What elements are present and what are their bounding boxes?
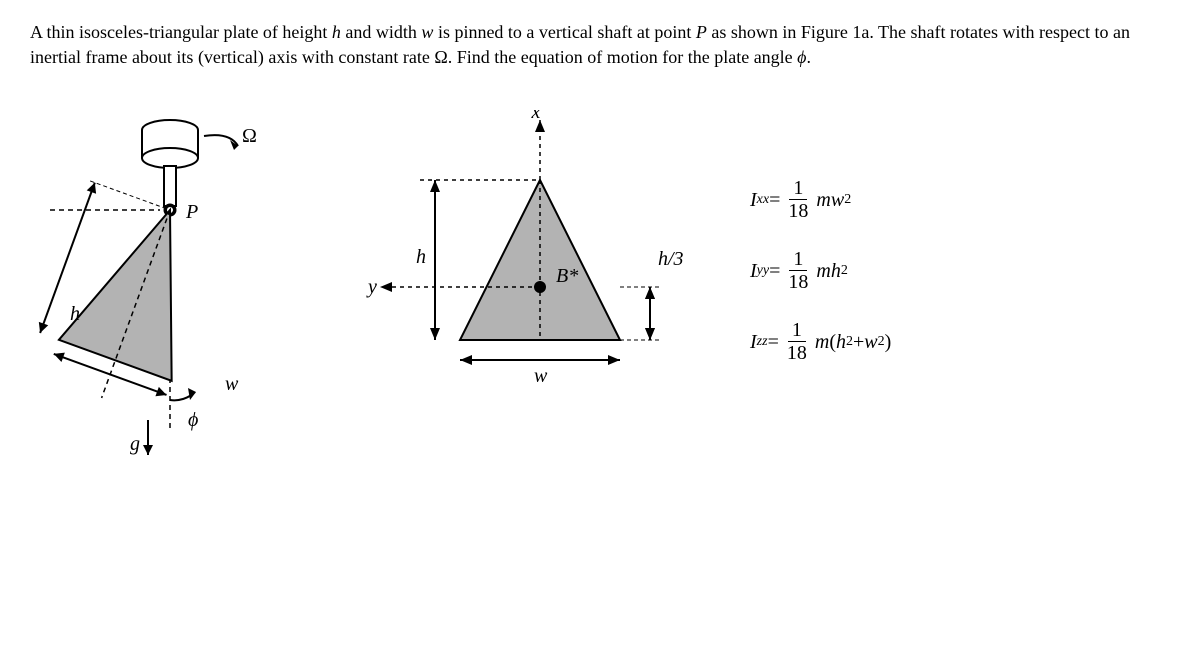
P-label: P <box>185 201 198 223</box>
x-axis-label: x <box>531 110 541 123</box>
text: and width <box>341 22 422 42</box>
figure-1a: Ω P w <box>30 110 310 477</box>
problem-statement: A thin isosceles-triangular plate of hei… <box>30 20 1170 70</box>
var-w: w <box>421 22 433 42</box>
var-h: h <box>332 22 341 42</box>
Ixx-equation: Ixx = 118 mw2 <box>750 178 1050 221</box>
text: is pinned to a vertical shaft at point <box>433 22 695 42</box>
inertia-equations: Ixx = 118 mw2 Iyy = 118 mh2 Izz = 118 m(… <box>750 110 1050 391</box>
text: A thin isosceles-triangular plate of hei… <box>30 22 332 42</box>
var-P: P <box>696 22 707 42</box>
figure-centroid: x y B* h <box>350 110 710 417</box>
w-label2: w <box>534 365 548 387</box>
Bstar-label: B* <box>556 265 578 287</box>
h-label: h <box>70 303 80 325</box>
figures-row: Ω P w <box>30 110 1170 477</box>
var-phi: ϕ <box>797 47 806 67</box>
Iyy-equation: Iyy = 118 mh2 <box>750 249 1050 292</box>
var-Omega: Ω <box>434 47 447 67</box>
text: . Find the equation of motion for the pl… <box>448 47 797 67</box>
y-axis-label: y <box>366 276 377 298</box>
omega-label: Ω <box>242 125 257 147</box>
g-label: g <box>130 433 140 455</box>
Izz-equation: Izz = 118 m(h2 + w2) <box>750 320 1050 363</box>
text: . <box>807 47 812 67</box>
w-label: w <box>225 373 239 395</box>
h3-label: h/3 <box>658 248 684 270</box>
h-label2: h <box>416 246 426 268</box>
shaft-icon <box>142 120 198 206</box>
phi-label: ϕ <box>188 409 198 431</box>
